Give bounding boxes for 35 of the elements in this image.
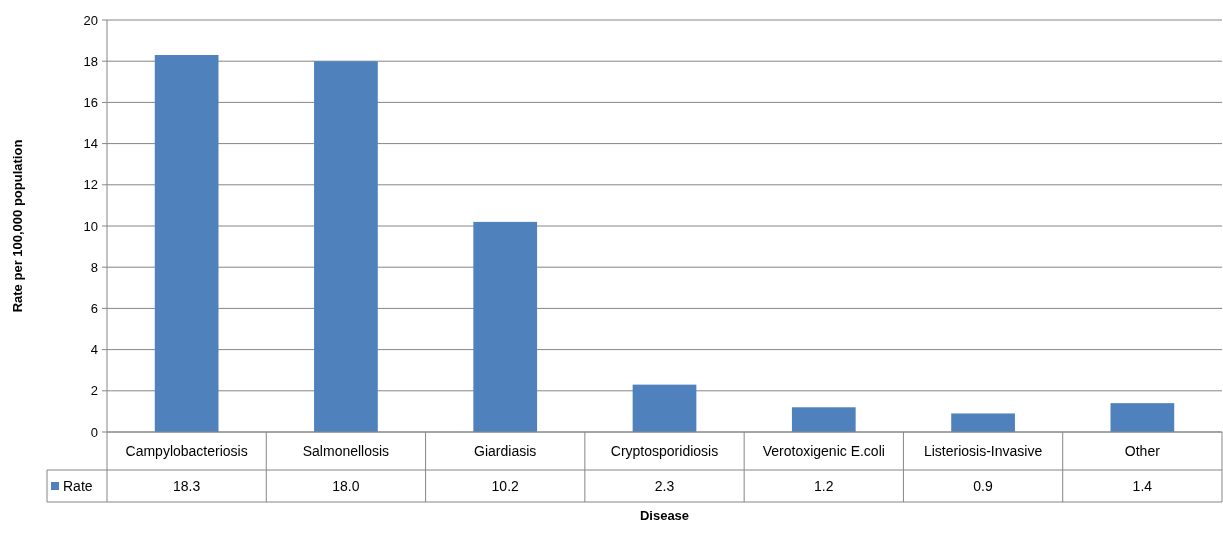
y-tick-label: 20 bbox=[83, 12, 98, 28]
bar bbox=[154, 55, 219, 432]
x-tick-label: Listeriosis-Invasive bbox=[923, 442, 1043, 459]
data-label: 10.2 bbox=[491, 477, 520, 494]
y-tick-label: 18 bbox=[83, 53, 98, 69]
x-tick-label: Cryptosporidiosis bbox=[610, 442, 719, 459]
y-tick-label: 0 bbox=[90, 424, 98, 440]
bar bbox=[314, 61, 378, 432]
legend-label: Rate bbox=[63, 477, 93, 494]
y-tick-label: 6 bbox=[90, 300, 98, 316]
data-label: 2.3 bbox=[654, 477, 675, 494]
x-tick-label: Campylobacteriosis bbox=[125, 442, 248, 459]
x-tick-label: Giardiasis bbox=[474, 442, 537, 459]
x-tick-label: Verotoxigenic E.coli bbox=[762, 442, 885, 459]
y-tick-label: 16 bbox=[83, 94, 98, 110]
y-tick-label: 2 bbox=[90, 383, 98, 399]
data-label: 1.4 bbox=[1132, 477, 1153, 494]
y-axis-title: Rate per 100,000 population bbox=[10, 139, 25, 313]
x-axis-title: Disease bbox=[639, 508, 690, 523]
y-tick-label: 8 bbox=[90, 259, 98, 275]
y-tick-label: 12 bbox=[83, 177, 98, 193]
bar bbox=[473, 221, 538, 432]
y-tick-label: 4 bbox=[90, 342, 98, 358]
x-tick-label: Salmonellosis bbox=[302, 442, 390, 459]
y-tick-label: 10 bbox=[83, 218, 98, 234]
x-tick-label: Other bbox=[1124, 442, 1161, 459]
data-label: 0.9 bbox=[973, 477, 994, 494]
bar bbox=[1110, 403, 1175, 432]
data-label: 18.3 bbox=[173, 477, 201, 494]
bar bbox=[632, 384, 697, 432]
bar bbox=[791, 407, 856, 432]
y-tick-label: 14 bbox=[83, 136, 98, 152]
bar bbox=[951, 413, 1015, 432]
data-label: 18.0 bbox=[332, 477, 360, 494]
data-label: 1.2 bbox=[814, 477, 834, 494]
